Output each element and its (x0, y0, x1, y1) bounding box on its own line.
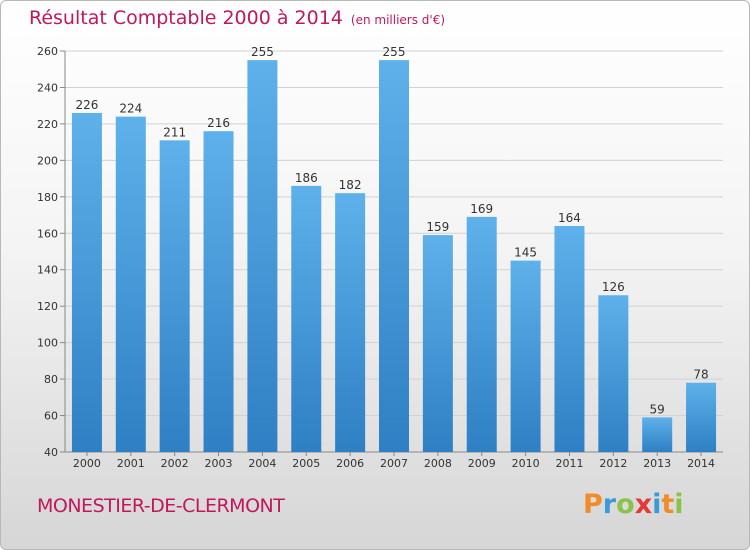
logo-letter: P (583, 489, 603, 520)
bar-value-label: 255 (383, 45, 406, 59)
chart-title: Résultat Comptable 2000 à 2014 (en millie… (29, 7, 445, 29)
y-tick-label: 160 (37, 227, 58, 240)
bar-value-label: 216 (207, 116, 230, 130)
bar (510, 260, 541, 452)
logo-letter: x (634, 489, 653, 520)
bar-value-label: 211 (163, 125, 186, 139)
y-tick-label: 180 (37, 191, 58, 204)
bar (335, 193, 366, 452)
y-tick-label: 220 (37, 118, 58, 131)
bar-value-label: 255 (251, 45, 274, 59)
bar (247, 60, 278, 452)
y-tick-label: 200 (37, 154, 58, 167)
y-tick-label: 100 (37, 337, 58, 350)
y-tick-label: 80 (44, 373, 58, 386)
x-tick-label: 2000 (73, 457, 101, 470)
x-tick-label: 2012 (599, 457, 627, 470)
x-tick-label: 2001 (117, 457, 145, 470)
bar (379, 60, 409, 452)
bar (203, 131, 234, 452)
x-tick-label: 2004 (248, 457, 276, 470)
logo-letter: o (616, 489, 635, 520)
bar (71, 112, 102, 453)
x-tick-label: 2002 (161, 457, 189, 470)
tick-labels: 40 60 80 100 120 140 160 180 200 220 240 260 2000 200… (37, 45, 715, 470)
x-tick-label: 2005 (292, 457, 320, 470)
logo-letter: i (652, 489, 662, 520)
bar-value-label: 169 (470, 202, 493, 216)
bar (115, 116, 146, 453)
x-tick-label: 2013 (643, 457, 671, 470)
x-tick-label: 2011 (555, 457, 583, 470)
bar-value-label: 186 (295, 171, 318, 185)
logo-letter: r (602, 489, 617, 520)
y-tick-label: 40 (44, 446, 58, 459)
y-tick-label: 120 (37, 300, 58, 313)
x-tick-label: 2003 (205, 457, 233, 470)
y-tick-label: 260 (37, 45, 58, 58)
y-tick-label: 140 (37, 264, 58, 277)
commune-name: MONESTIER-DE-CLERMONT (37, 495, 285, 517)
bar (686, 382, 717, 452)
bar (554, 225, 585, 452)
bar-value-label: 145 (514, 246, 537, 260)
chart-unit: (en milliers d'€) (350, 13, 446, 27)
x-tick-label: 2008 (424, 457, 452, 470)
bar-value-label: 164 (558, 211, 581, 225)
chart-title-text: Résultat Comptable 2000 à 2014 (29, 7, 343, 29)
bar-value-label: 126 (602, 280, 625, 294)
bar (466, 216, 497, 452)
y-tick-label: 240 (37, 81, 58, 94)
logo-letter: t (661, 489, 675, 520)
logo-letter: i (674, 489, 684, 520)
bar (598, 295, 629, 452)
bar-value-label: 159 (426, 220, 449, 234)
bar (422, 235, 453, 452)
y-tick-label: 60 (44, 410, 58, 423)
proxiti-logo[interactable]: Proxiti (583, 489, 684, 520)
bar-value-label: 59 (650, 402, 665, 416)
bar-value-label: 226 (75, 98, 98, 112)
bar-value-label: 182 (339, 178, 362, 192)
x-tick-label: 2010 (512, 457, 540, 470)
x-tick-label: 2014 (687, 457, 715, 470)
bar (159, 140, 190, 452)
x-tick-label: 2009 (468, 457, 496, 470)
bars (71, 60, 717, 453)
x-tick-label: 2006 (336, 457, 364, 470)
bar (642, 417, 673, 452)
x-tick-label: 2007 (380, 457, 408, 470)
bar-value-label: 78 (693, 368, 708, 382)
bar-value-label: 224 (119, 102, 142, 116)
data-labels: 226 224 211 216 255 186 182 255 159 169 145 164 126 5… (75, 45, 708, 416)
bar (291, 185, 322, 452)
